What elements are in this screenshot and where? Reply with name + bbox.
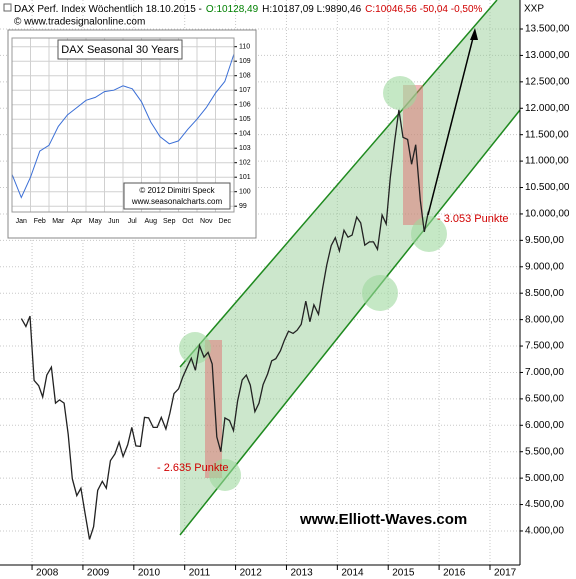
series-layer: 4.000,00 4.500,00 5.000,00 5.500,00 6.000,00… — [20, 24, 570, 579]
x-tick-label: Nov — [200, 218, 213, 225]
y-tick-label: 9.000,00 — [525, 261, 564, 272]
x-tick-label: Feb — [34, 218, 46, 225]
y-tick-label: 5.500,00 — [525, 446, 564, 457]
channel-upper — [179, 0, 498, 368]
y-tick-label: 5.000,00 — [525, 473, 564, 484]
highlight — [179, 332, 211, 364]
inset-credit-box — [123, 182, 231, 210]
y-tick-label: 9.500,00 — [525, 235, 564, 246]
x-tick-label: 2015 — [392, 568, 415, 579]
arrow-head — [470, 28, 478, 40]
y-tick-label: 10.000,00 — [525, 209, 570, 220]
y-tick-label: 104 — [239, 131, 251, 138]
y-tick-label: 7.500,00 — [525, 341, 564, 352]
website: www.Elliott-Waves.com — [299, 511, 467, 528]
x-tick-label: Sep — [163, 218, 176, 225]
y-tick-label: 105 — [239, 116, 251, 123]
drop-zone — [205, 340, 222, 478]
y-tick-label: 12.000,00 — [525, 103, 570, 114]
inset-credit: www.seasonalcharts.com — [131, 197, 223, 206]
x-tick-label: Oct — [182, 218, 193, 225]
x-tick-label: Jun — [108, 218, 119, 225]
y-tick-label: 109 — [239, 58, 251, 65]
y-tick-label: 7.000,00 — [525, 367, 564, 378]
y-tick-label: 100 — [239, 189, 251, 196]
highlight-circles — [179, 76, 447, 491]
header-segment: C:10046,56 -50,04 -0,50% — [365, 4, 482, 15]
x-tick-label: Apr — [71, 218, 83, 225]
forecast-arrow — [427, 33, 475, 216]
highlight — [411, 216, 447, 252]
y-tick-label: 4.500,00 — [525, 499, 564, 510]
highlight — [383, 76, 417, 110]
y-tick-label: 107 — [239, 87, 251, 94]
y-tick-label: 12.500,00 — [525, 76, 570, 87]
y-tick-label: 99 — [239, 203, 247, 210]
y-tick-label: 11.000,00 — [525, 156, 569, 167]
icon — [3, 3, 12, 12]
annotation: - 3.053 Punkte — [437, 213, 509, 225]
x-tick-label: Mar — [52, 218, 65, 225]
x-tick-label: Dec — [219, 218, 232, 225]
x-tick-label: 2014 — [341, 568, 364, 579]
x-tick-label: 2017 — [494, 568, 517, 579]
y-tick-label: 6.000,00 — [525, 420, 564, 431]
x-tick-label: 2010 — [138, 568, 161, 579]
x-tick-label: Jan — [16, 218, 27, 225]
plot-frame — [11, 37, 235, 213]
y-tick-label: 8.500,00 — [525, 288, 564, 299]
x-tick-label: 2016 — [443, 568, 466, 579]
header-segment: O:10128,49 — [206, 4, 259, 15]
highlight — [209, 459, 241, 491]
y-tick-label: 101 — [239, 174, 251, 181]
annotation: - 2.635 Punkte — [157, 462, 229, 474]
price-line — [20, 109, 430, 540]
y-tick-label: 13.000,00 — [525, 50, 570, 61]
y-tick-label: 8.000,00 — [525, 314, 564, 325]
y-tick-label: 106 — [239, 102, 251, 109]
y-tick-label: 110 — [239, 44, 250, 51]
y-tick-label: 4.000,00 — [525, 526, 564, 537]
inset-title: DAX Seasonal 30 Years — [61, 44, 179, 56]
y-tick-label: 10.500,00 — [525, 182, 570, 193]
highlight — [362, 275, 398, 311]
trend-channel — [180, 0, 520, 535]
y-tick-label: 108 — [239, 73, 251, 80]
inset-credit: © 2012 Dimitri Speck — [139, 186, 215, 195]
x-tick-label: May — [89, 218, 103, 225]
header-segment: H:10187,09 L:9890,46 — [262, 4, 361, 15]
y-tick-label: 103 — [239, 145, 251, 152]
symbol: XXP — [524, 4, 544, 15]
x-tick-label: 2013 — [290, 568, 313, 579]
inset-title-box — [57, 39, 183, 60]
y-tick-label: 6.500,00 — [525, 394, 564, 405]
header-segment: DAX Perf. Index Wöchentlich 18.10.2015 - — [14, 4, 202, 15]
x-tick-label: 2008 — [36, 568, 59, 579]
y-tick-label: 102 — [239, 160, 251, 167]
header: DAX Perf. Index Wöchentlich 18.10.2015 -… — [14, 4, 483, 15]
y-tick-label: 11.500,00 — [525, 129, 569, 140]
x-tick-label: Jul — [128, 218, 137, 225]
x-tick-label: 2011 — [189, 568, 211, 579]
price-line — [11, 53, 235, 199]
x-tick-label: 2012 — [240, 568, 263, 579]
source: © www.tradesignalonline.com — [14, 17, 145, 28]
y-tick-label: 13.500,00 — [525, 24, 570, 35]
x-tick-label: 2009 — [87, 568, 110, 579]
x-tick-label: Aug — [145, 218, 158, 225]
